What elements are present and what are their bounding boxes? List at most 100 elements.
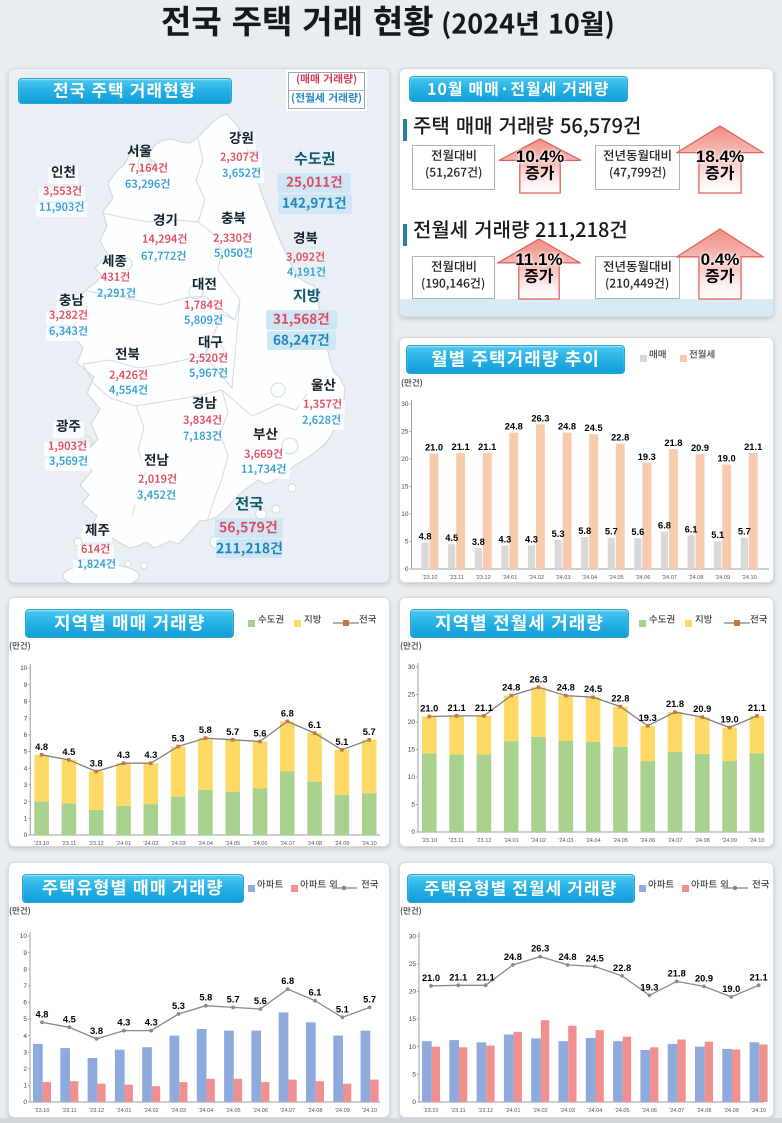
svg-text:'24.09: '24.09 — [715, 575, 730, 581]
svg-text:5.3: 5.3 — [552, 529, 565, 539]
svg-text:9: 9 — [23, 950, 27, 957]
svg-text:21.0: 21.0 — [420, 704, 438, 714]
svg-text:20: 20 — [401, 456, 409, 463]
svg-text:'24.05: '24.05 — [613, 838, 628, 844]
svg-text:'24.03: '24.03 — [171, 841, 186, 847]
svg-text:'24.03: '24.03 — [555, 575, 570, 581]
svg-text:22.8: 22.8 — [611, 433, 629, 443]
svg-text:4.3: 4.3 — [498, 534, 511, 544]
svg-text:19.3: 19.3 — [639, 713, 657, 723]
svg-text:5.8: 5.8 — [578, 526, 591, 536]
svg-text:'24.05: '24.05 — [609, 575, 624, 581]
svg-text:'24.05: '24.05 — [615, 1108, 630, 1114]
svg-text:5.6: 5.6 — [631, 527, 644, 537]
svg-text:22.8: 22.8 — [611, 694, 629, 704]
svg-text:'24.08: '24.08 — [307, 1108, 322, 1114]
svg-text:'24.04: '24.04 — [586, 838, 601, 844]
svg-text:'24.06: '24.06 — [253, 1108, 268, 1114]
svg-text:'24.07: '24.07 — [669, 1108, 684, 1114]
svg-text:15: 15 — [401, 484, 409, 491]
svg-text:26.3: 26.3 — [531, 944, 549, 954]
svg-text:4: 4 — [23, 1033, 27, 1040]
svg-text:5.1: 5.1 — [711, 530, 724, 540]
svg-text:'24.04: '24.04 — [582, 575, 597, 581]
svg-text:'24.06: '24.06 — [640, 838, 655, 844]
svg-text:21.1: 21.1 — [448, 703, 466, 713]
svg-text:24.8: 24.8 — [558, 952, 576, 962]
svg-text:21.8: 21.8 — [664, 438, 682, 448]
svg-text:5.7: 5.7 — [738, 527, 751, 537]
svg-text:0: 0 — [24, 832, 28, 839]
svg-text:21.0: 21.0 — [422, 973, 440, 983]
svg-text:3: 3 — [23, 1049, 27, 1056]
svg-text:'23.10: '23.10 — [422, 575, 437, 581]
svg-text:'24.08: '24.08 — [307, 841, 322, 847]
svg-text:'24.08: '24.08 — [688, 575, 703, 581]
svg-text:20.9: 20.9 — [693, 704, 711, 714]
svg-text:1: 1 — [24, 816, 28, 823]
svg-text:3.8: 3.8 — [90, 1026, 103, 1036]
svg-text:24.8: 24.8 — [505, 422, 523, 432]
svg-text:'23.10: '23.10 — [34, 1108, 49, 1114]
svg-text:'23.11: '23.11 — [451, 1108, 466, 1114]
svg-text:5.7: 5.7 — [227, 994, 240, 1004]
svg-text:'23.11: '23.11 — [449, 575, 464, 581]
svg-text:3: 3 — [24, 782, 28, 789]
svg-text:6: 6 — [23, 1000, 27, 1007]
svg-text:'23.11: '23.11 — [449, 838, 464, 844]
svg-text:'24.04: '24.04 — [198, 841, 213, 847]
svg-text:6.1: 6.1 — [308, 720, 321, 730]
svg-text:5.3: 5.3 — [172, 734, 185, 744]
svg-text:'24.04: '24.04 — [587, 1108, 602, 1114]
svg-text:'24.05: '24.05 — [226, 1108, 241, 1114]
svg-text:30: 30 — [409, 933, 417, 940]
svg-text:5.3: 5.3 — [172, 1001, 185, 1011]
svg-text:19.0: 19.0 — [718, 454, 736, 464]
svg-text:'24.08: '24.08 — [696, 1108, 711, 1114]
svg-text:'24.05: '24.05 — [225, 841, 240, 847]
svg-text:30: 30 — [401, 401, 409, 408]
svg-text:1: 1 — [23, 1083, 27, 1090]
svg-text:24.8: 24.8 — [557, 683, 575, 693]
svg-text:'24.09: '24.09 — [722, 838, 737, 844]
svg-text:10: 10 — [20, 933, 28, 940]
svg-text:'23.12: '23.12 — [89, 1108, 104, 1114]
svg-text:'24.08: '24.08 — [695, 838, 710, 844]
svg-text:4.8: 4.8 — [35, 742, 48, 752]
svg-text:5: 5 — [23, 1016, 27, 1023]
svg-text:'24.07: '24.07 — [662, 575, 677, 581]
svg-text:19.3: 19.3 — [638, 452, 656, 462]
svg-text:8: 8 — [23, 966, 27, 973]
svg-text:'23.10: '23.10 — [422, 838, 437, 844]
svg-text:'24.07: '24.07 — [280, 1108, 295, 1114]
svg-text:'24.10: '24.10 — [749, 838, 764, 844]
svg-text:8: 8 — [24, 699, 28, 706]
svg-text:25: 25 — [409, 961, 417, 968]
svg-text:6.1: 6.1 — [309, 988, 322, 998]
svg-text:5.8: 5.8 — [199, 725, 212, 735]
svg-text:21.0: 21.0 — [425, 443, 443, 453]
svg-text:21.1: 21.1 — [449, 972, 467, 982]
svg-text:'23.12: '23.12 — [476, 575, 491, 581]
svg-text:9: 9 — [24, 682, 28, 689]
svg-text:'24.09: '24.09 — [334, 841, 349, 847]
svg-text:'23.11: '23.11 — [62, 1108, 77, 1114]
svg-text:15: 15 — [408, 747, 416, 754]
svg-text:30: 30 — [408, 664, 416, 671]
svg-text:4.3: 4.3 — [117, 1018, 130, 1028]
svg-text:6.8: 6.8 — [281, 708, 294, 718]
svg-text:'24.02: '24.02 — [531, 838, 546, 844]
svg-text:4.5: 4.5 — [63, 1014, 76, 1024]
svg-text:'24.04: '24.04 — [198, 1108, 213, 1114]
svg-text:0: 0 — [23, 1099, 27, 1106]
svg-text:25: 25 — [408, 692, 416, 699]
svg-text:'24.06: '24.06 — [635, 575, 650, 581]
svg-text:'24.10: '24.10 — [742, 575, 757, 581]
svg-text:21.1: 21.1 — [452, 442, 470, 452]
svg-text:20.9: 20.9 — [691, 443, 709, 453]
svg-text:10: 10 — [408, 774, 416, 781]
svg-text:4.5: 4.5 — [62, 747, 75, 757]
svg-text:22.8: 22.8 — [613, 963, 631, 973]
svg-text:'24.10: '24.10 — [362, 841, 377, 847]
svg-text:'24.09: '24.09 — [724, 1108, 739, 1114]
